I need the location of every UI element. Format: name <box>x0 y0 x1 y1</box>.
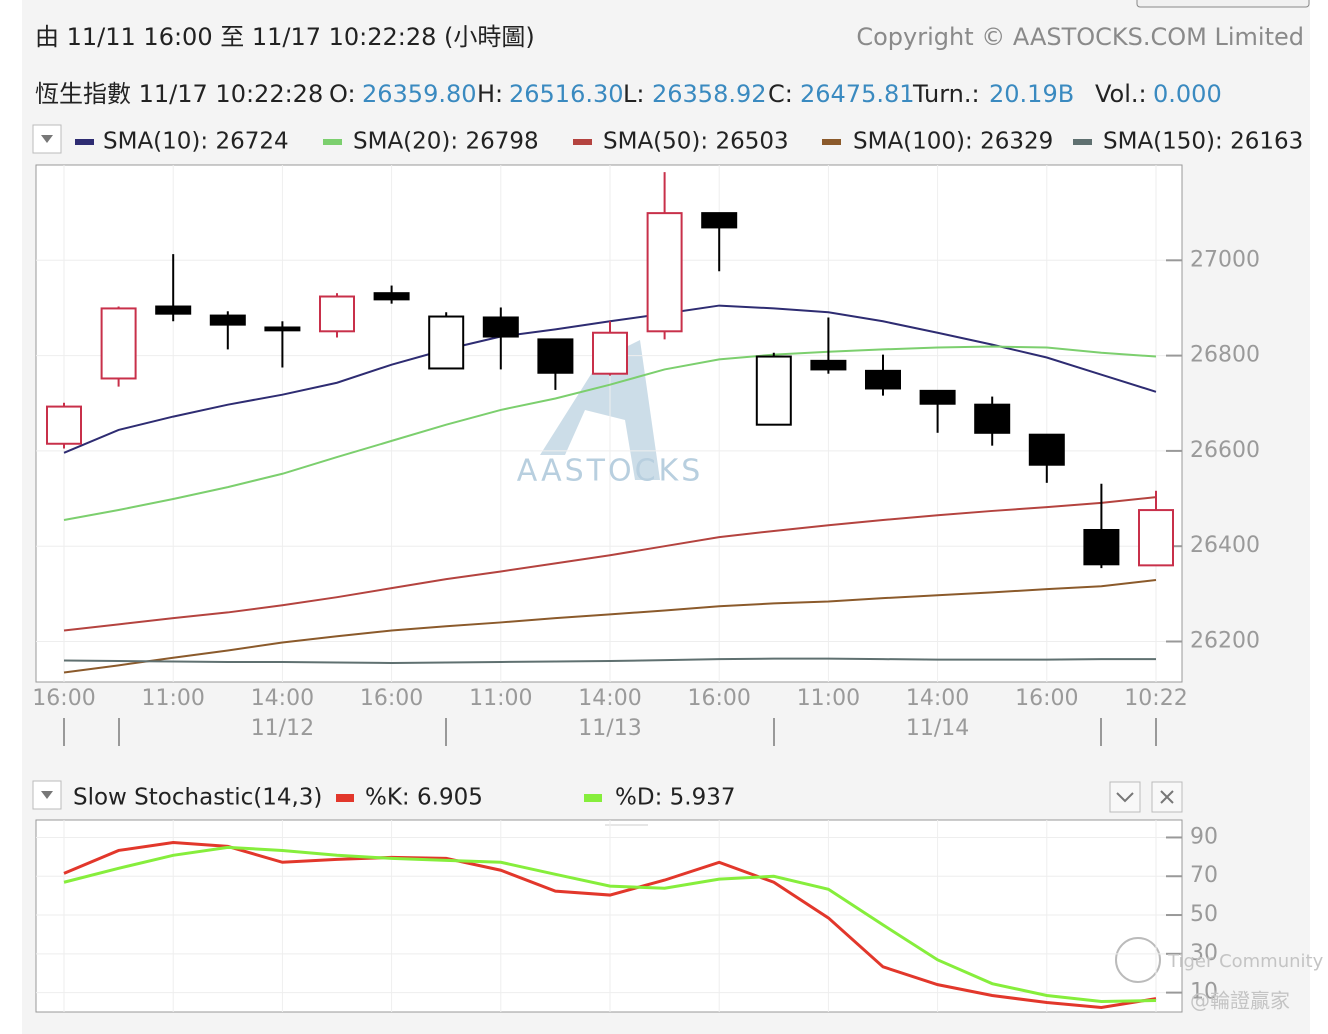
day-separators <box>63 718 1157 746</box>
candle-body <box>701 212 738 229</box>
x-tick-label: 14:00 <box>251 686 314 711</box>
y-tick-label: 10 <box>1190 980 1218 1005</box>
candle-body <box>482 316 519 338</box>
y-tick-label: 26400 <box>1190 533 1260 558</box>
legend-swatch <box>75 139 94 145</box>
candle-body <box>592 331 628 375</box>
quote-label: Turn.: <box>912 80 980 108</box>
collapse-button[interactable] <box>1109 781 1141 813</box>
x-tick-label: 16:00 <box>32 686 95 711</box>
legend-swatch <box>573 139 592 145</box>
quote-value: 20.19B <box>989 80 1074 108</box>
chevron-icon <box>1116 792 1134 803</box>
watermark: Tiger Community <box>1167 951 1324 972</box>
series-line <box>63 657 1156 664</box>
y-tick-label: 27000 <box>1190 247 1260 272</box>
x-tick-label: 16:00 <box>360 686 423 711</box>
plot-area <box>35 819 1183 1013</box>
watermark-icon <box>1115 937 1161 983</box>
series-line <box>63 345 1157 521</box>
quote-value: 26358.92 <box>652 80 767 108</box>
candle-body <box>1028 433 1065 466</box>
candle-body <box>1138 509 1174 567</box>
candle-body <box>155 305 192 315</box>
y-tick-label: 26200 <box>1190 628 1260 653</box>
x-tick-label: 11:00 <box>141 686 204 711</box>
legend-swatch <box>1073 139 1092 145</box>
date-label: 11/13 <box>578 716 641 741</box>
quote-value: 26359.80 <box>362 80 477 108</box>
legend-label: SMA(100): 26329 <box>853 129 1053 155</box>
legend-label: SMA(20): 26798 <box>353 129 539 155</box>
y-tick-label: 70 <box>1190 863 1218 888</box>
y-tick-label: 26800 <box>1190 343 1260 368</box>
x-tick-label: 10:22 <box>1124 686 1187 711</box>
watermark-logo <box>540 340 660 480</box>
series-line <box>63 496 1157 632</box>
series-line <box>63 845 1157 1004</box>
symbol: 恆生指數 11/17 10:22:28 <box>35 80 323 108</box>
quote-label: O: <box>329 80 356 108</box>
candle-body <box>919 389 956 405</box>
quote-value: 26516.30 <box>509 80 624 108</box>
quote-value: 0.000 <box>1153 80 1222 108</box>
y-tick-label: 50 <box>1190 902 1218 927</box>
y-tick-label: 90 <box>1190 824 1218 849</box>
y-tick-label: 26600 <box>1190 438 1260 463</box>
toolbar-tab[interactable] <box>1136 0 1310 8</box>
x-tick-label: 16:00 <box>687 686 750 711</box>
candle-body <box>319 295 355 333</box>
watermark: AASTOCKS <box>517 454 704 489</box>
range: 由 11/11 16:00 至 11/17 10:22:28 (小時圖) <box>35 23 535 51</box>
x-tick-label: 14:00 <box>578 686 641 711</box>
dropdown-arrow <box>41 791 53 799</box>
candle-body <box>428 315 465 370</box>
candle-body <box>209 314 246 326</box>
close-icon <box>1160 790 1174 804</box>
date-label: 11/14 <box>906 716 969 741</box>
legend-swatch <box>336 794 354 802</box>
copyright: Copyright © AASTOCKS.COM Limited <box>856 23 1304 51</box>
x-tick-label: 14:00 <box>906 686 969 711</box>
quote-value: 26475.81 <box>800 80 915 108</box>
candle-body <box>646 212 683 333</box>
legend-label: %K: 6.905 <box>365 785 483 811</box>
legend-swatch <box>584 794 602 802</box>
watermark: @輪證贏家 <box>1190 989 1290 1013</box>
candle-body <box>537 338 574 374</box>
candle-body <box>100 307 137 380</box>
legend-swatch <box>323 139 342 145</box>
x-tick-label: 11:00 <box>469 686 532 711</box>
candle-body <box>865 369 901 390</box>
candle-body <box>1083 528 1120 566</box>
candle-body <box>46 405 82 445</box>
quote-label: L: <box>623 80 644 108</box>
series-line <box>63 840 1157 1010</box>
candle-body <box>810 359 847 371</box>
legend-label: SMA(10): 26724 <box>103 129 289 155</box>
quote-label: C: <box>768 80 793 108</box>
legend-label: %D: 5.937 <box>615 785 735 811</box>
dropdown-arrow <box>41 135 53 143</box>
candle-body <box>373 292 410 301</box>
series-line <box>63 579 1157 674</box>
x-tick-label: 11:00 <box>797 686 860 711</box>
quote-label: H: <box>477 80 503 108</box>
legend-label: SMA(50): 26503 <box>603 129 789 155</box>
legend-swatch <box>822 139 841 145</box>
candle-body <box>264 326 301 332</box>
candle-body <box>974 403 1011 434</box>
y-tick-label: 30 <box>1190 941 1218 966</box>
x-tick-label: 16:00 <box>1015 686 1078 711</box>
quote-label: Vol.: <box>1095 80 1147 108</box>
legend-label: SMA(150): 26163 <box>1103 129 1303 155</box>
indicator-title: Slow Stochastic(14,3) <box>73 785 322 811</box>
candle-body <box>755 355 792 426</box>
date-label: 11/12 <box>251 716 314 741</box>
